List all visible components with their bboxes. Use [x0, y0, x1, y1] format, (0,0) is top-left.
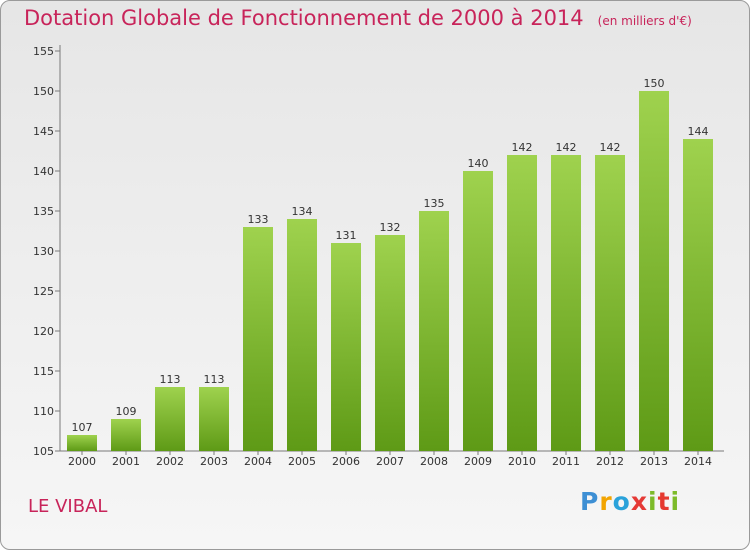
bar-value-label: 107 [72, 421, 93, 434]
bar-value-label: 150 [644, 77, 665, 90]
x-tick-label: 2008 [420, 455, 448, 468]
bar [595, 155, 625, 451]
x-tick-label: 2010 [508, 455, 536, 468]
bar [551, 155, 581, 451]
bar-value-label: 135 [424, 197, 445, 210]
bar [67, 435, 97, 451]
bar [419, 211, 449, 451]
brand-letter: x [630, 487, 648, 516]
brand-letter: P [580, 487, 600, 516]
x-tick-label: 2001 [112, 455, 140, 468]
x-tick-label: 2007 [376, 455, 404, 468]
bar-value-label: 142 [600, 141, 621, 154]
bar-value-label: 133 [248, 213, 269, 226]
bar-value-label: 134 [292, 205, 313, 218]
y-tick-label: 140 [33, 165, 54, 178]
brand-letter: t [657, 487, 671, 516]
bar-value-label: 142 [556, 141, 577, 154]
bar-value-label: 113 [204, 373, 225, 386]
x-tick-label: 2013 [640, 455, 668, 468]
y-tick-label: 145 [33, 125, 54, 138]
x-tick-label: 2002 [156, 455, 184, 468]
place-name: LE VIBAL [28, 496, 108, 517]
bar [683, 139, 713, 451]
x-tick-label: 2011 [552, 455, 580, 468]
chart-title: Dotation Globale de Fonctionnement de 20… [24, 6, 584, 30]
bar-value-label: 140 [468, 157, 489, 170]
brand-letter: i [648, 487, 658, 516]
bar-value-label: 142 [512, 141, 533, 154]
bar [507, 155, 537, 451]
bar-value-label: 132 [380, 221, 401, 234]
x-tick-label: 2012 [596, 455, 624, 468]
bar [155, 387, 185, 451]
bar [111, 419, 141, 451]
brand-letter: o [612, 487, 631, 516]
chart-title-block: Dotation Globale de Fonctionnement de 20… [24, 6, 692, 30]
bar-value-label: 131 [336, 229, 357, 242]
x-tick-label: 2004 [244, 455, 272, 468]
y-tick-label: 125 [33, 285, 54, 298]
y-tick-label: 110 [33, 405, 54, 418]
y-tick-label: 150 [33, 85, 54, 98]
y-tick-label: 105 [33, 445, 54, 458]
x-tick-label: 2014 [684, 455, 712, 468]
y-tick-label: 155 [33, 45, 54, 58]
x-tick-label: 2005 [288, 455, 316, 468]
bar [463, 171, 493, 451]
bar [287, 219, 317, 451]
bar-value-label: 144 [688, 125, 709, 138]
y-tick-label: 135 [33, 205, 54, 218]
bar-value-label: 113 [160, 373, 181, 386]
brand-letter: r [599, 487, 613, 516]
y-tick-label: 130 [33, 245, 54, 258]
bar [375, 235, 405, 451]
bar [331, 243, 361, 451]
brand-logo: Proxiti [580, 487, 680, 516]
bar [639, 91, 669, 451]
bar [199, 387, 229, 451]
brand-letter: i [670, 487, 681, 516]
x-tick-label: 2009 [464, 455, 492, 468]
x-tick-label: 2003 [200, 455, 228, 468]
y-tick-label: 115 [33, 365, 54, 378]
bar-value-label: 109 [116, 405, 137, 418]
unit-note: (en milliers d'€) [597, 14, 692, 28]
x-tick-label: 2000 [68, 455, 96, 468]
bar [243, 227, 273, 451]
x-tick-label: 2006 [332, 455, 360, 468]
y-tick-label: 120 [33, 325, 54, 338]
